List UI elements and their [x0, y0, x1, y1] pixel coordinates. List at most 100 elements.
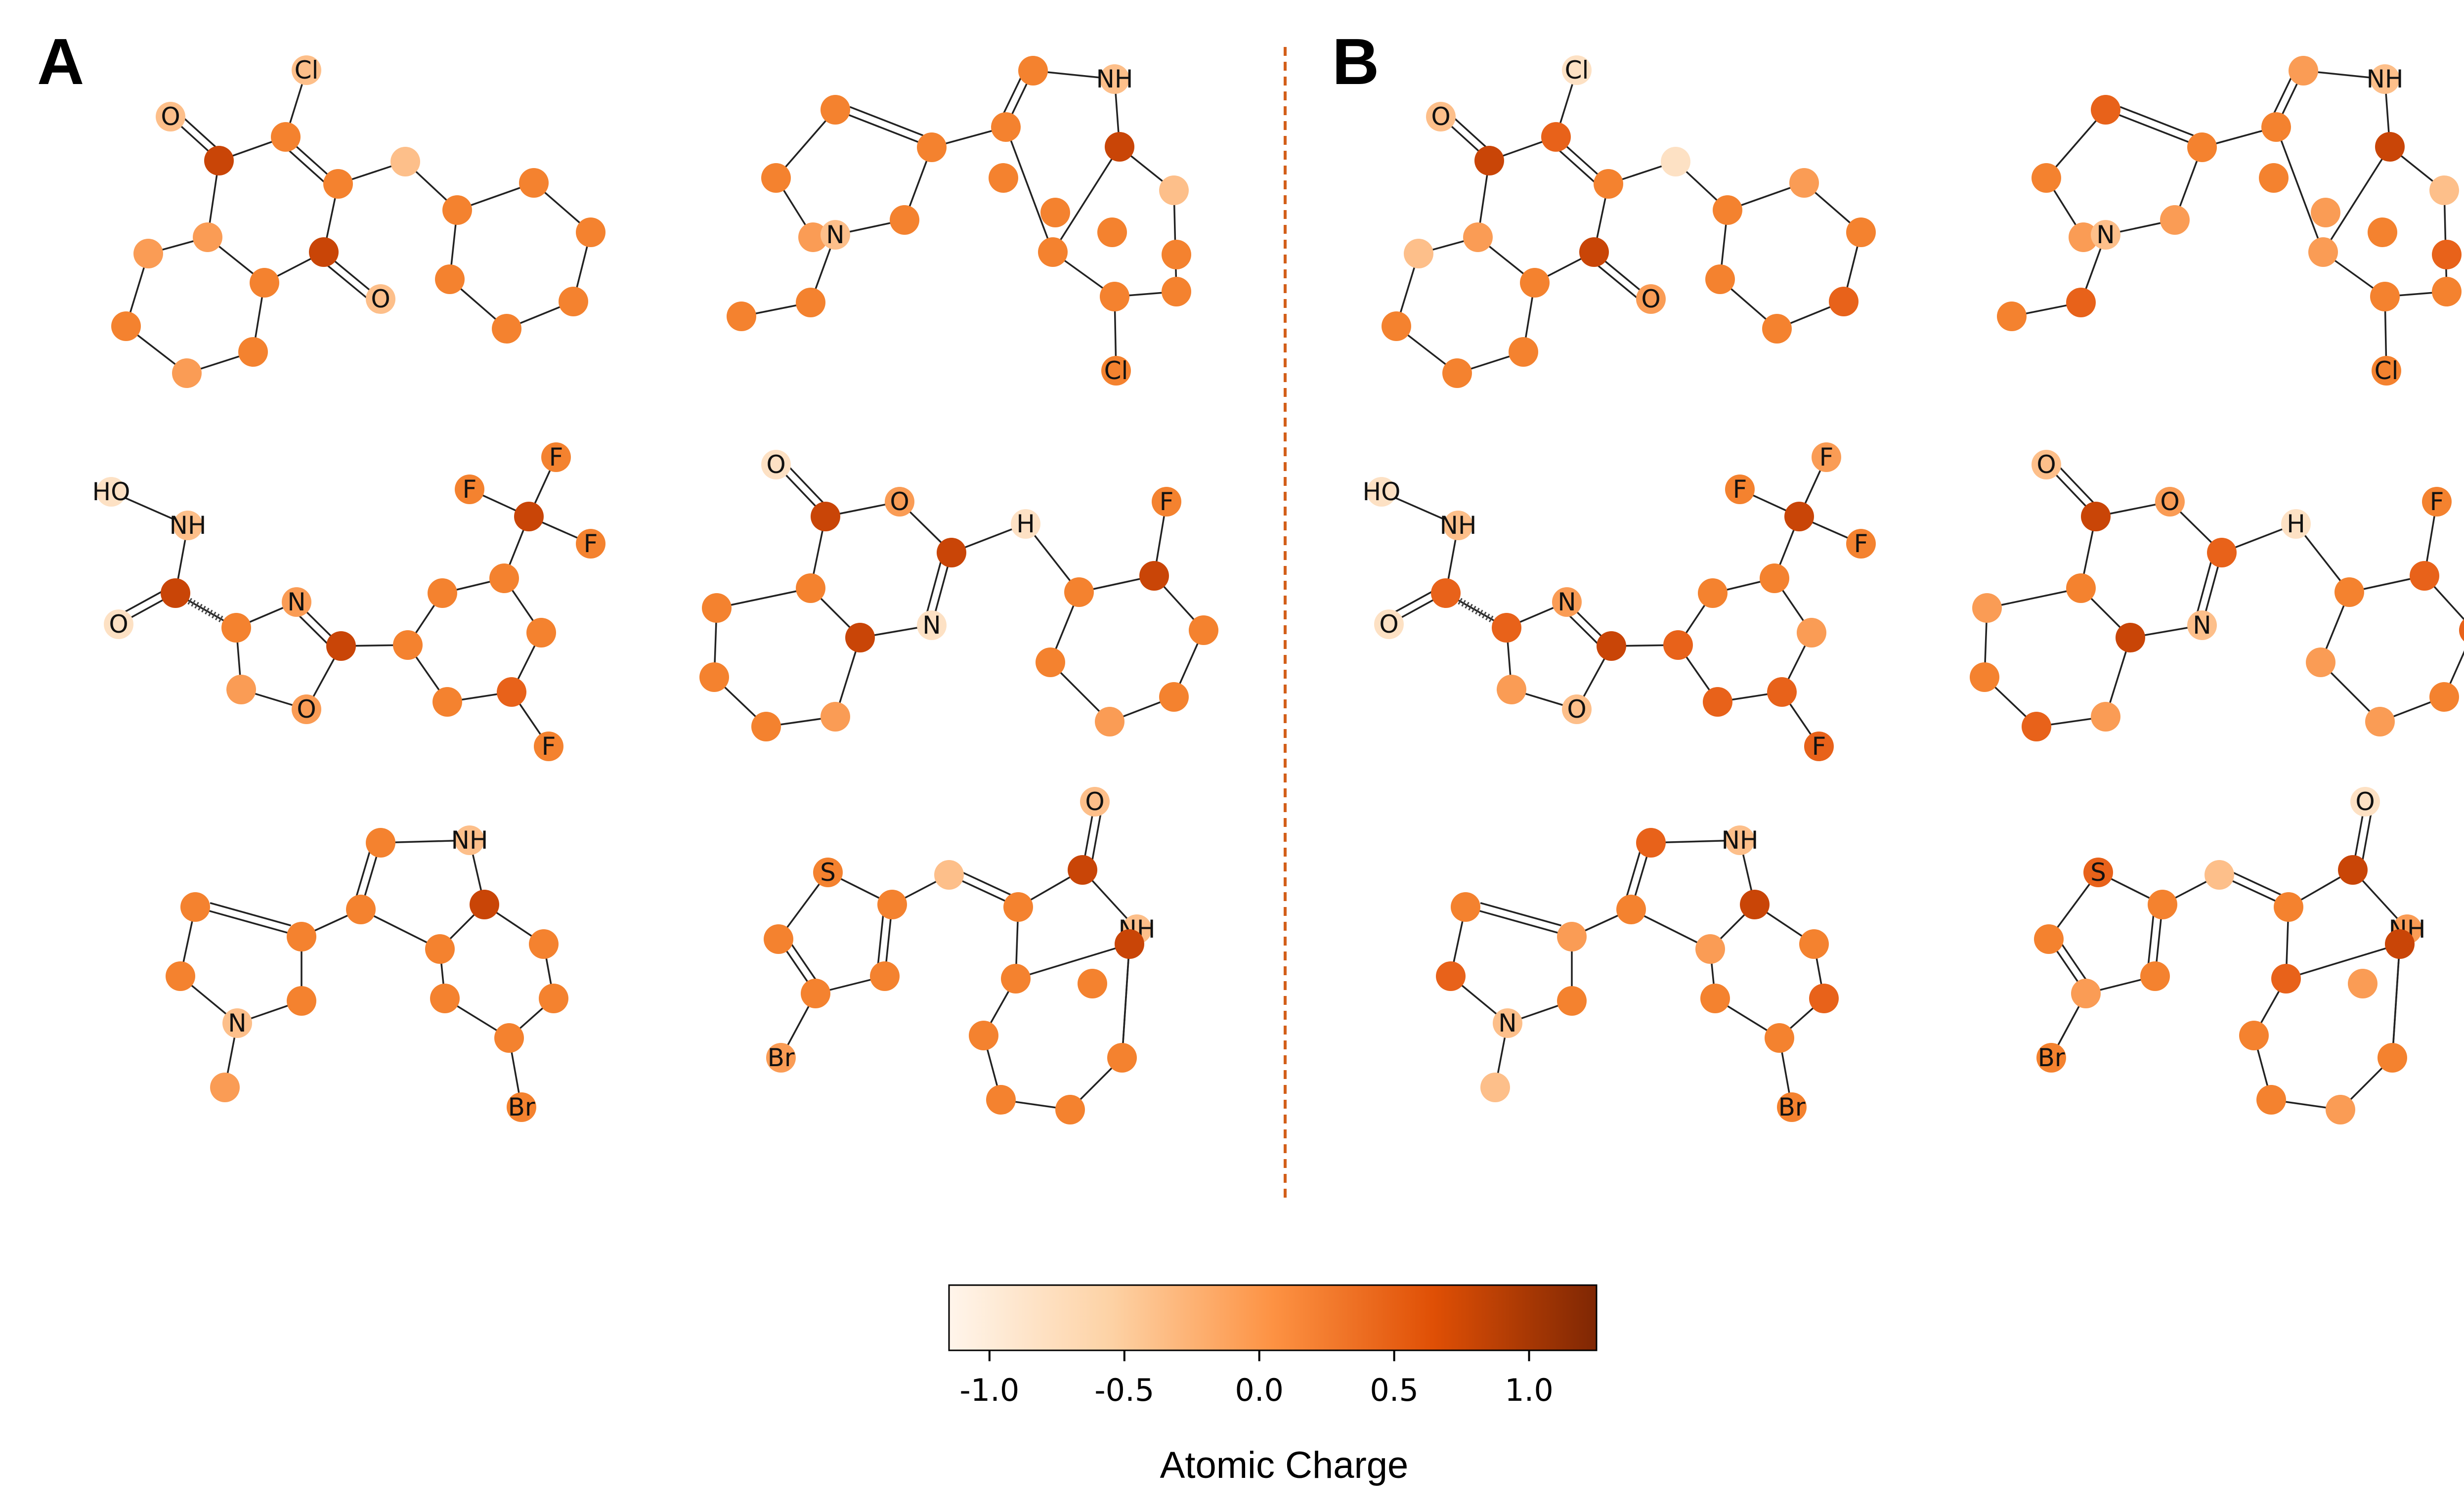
- atom-carbon: [1451, 892, 1480, 922]
- atom-heteroatom: [455, 825, 484, 855]
- atom-carbon: [2022, 712, 2051, 741]
- atom-carbon: [1001, 964, 1031, 993]
- atom-heteroatom: [2370, 64, 2400, 94]
- molecule-benzoxazinone-fluoroanilino: O O H N F: [699, 450, 1218, 741]
- atom-carbon: [811, 502, 840, 531]
- atom-carbon: [761, 163, 791, 193]
- atom-carbon: [1115, 929, 1144, 959]
- double-bond: [1091, 811, 1102, 863]
- atom-carbon: [287, 986, 316, 1016]
- atom-heteroatom: [2032, 450, 2061, 479]
- atom-carbon: [2259, 163, 2289, 193]
- atom-carbon: [1829, 287, 1859, 316]
- atom-label: F: [542, 732, 556, 761]
- atom-carbon: [2207, 538, 2237, 567]
- atom-heteroatom: [2155, 487, 2185, 517]
- atom-heteroatom: [1562, 694, 1592, 724]
- atom-carbon: [821, 95, 850, 125]
- bond: [1005, 127, 1054, 253]
- double-bond: [1480, 902, 1561, 927]
- atom-carbon: [430, 984, 460, 1013]
- colorbar-tick-label: -0.5: [1094, 1372, 1154, 1408]
- bond: [2105, 109, 2203, 148]
- atom-carbon: [2066, 573, 2096, 603]
- atom-carbon: [1078, 969, 1107, 998]
- atom-heteroatom: [821, 220, 850, 250]
- atom-label: F: [1854, 529, 1868, 558]
- atom-heteroatom: [455, 475, 484, 504]
- atom-carbon: [193, 222, 222, 252]
- atom-label: F: [1819, 443, 1834, 472]
- atom-label: NH: [2367, 65, 2404, 93]
- atom-label: N: [826, 220, 844, 249]
- double-bond: [877, 912, 885, 967]
- atom-carbon: [764, 924, 793, 954]
- atom-carbon: [133, 239, 163, 268]
- atom-carbon: [1404, 239, 1433, 268]
- molecule-chloro-naphthoquinone-benzyl: Cl O O: [111, 55, 605, 388]
- atom-heteroatom: [2187, 610, 2217, 640]
- double-bond: [788, 941, 819, 983]
- atom-carbon: [845, 623, 875, 652]
- atom-carbon: [1997, 302, 2027, 331]
- atom-carbon: [2338, 855, 2368, 885]
- atom-label: H: [2287, 510, 2305, 538]
- atom-carbon: [2091, 702, 2120, 732]
- atom-label: O: [371, 285, 390, 313]
- bond: [1052, 146, 1121, 253]
- atom-label: N: [922, 611, 941, 640]
- atom-carbon: [991, 112, 1021, 142]
- double-bond: [210, 902, 291, 927]
- double-bond: [286, 148, 327, 185]
- molecule-indole-tetrahydropyridine-methyl-bromo: NH N Br: [166, 825, 568, 1122]
- atom-carbon: [1636, 828, 1666, 858]
- atom-carbon: [796, 288, 825, 317]
- atom-heteroatom: [2036, 1043, 2066, 1073]
- colorbar-tick-label: 1.0: [1505, 1372, 1554, 1408]
- atom-carbon: [751, 712, 781, 741]
- atom-heteroatom: [507, 1092, 536, 1122]
- atom-carbon: [1972, 593, 2002, 623]
- atom-carbon: [238, 337, 268, 367]
- atom-carbon: [425, 934, 455, 964]
- atom-carbon: [1055, 1095, 1085, 1124]
- atom-carbon: [1970, 662, 1999, 692]
- atom-heteroatom: [2422, 487, 2452, 517]
- atom-carbon: [2410, 561, 2439, 591]
- atom-label: N: [1557, 588, 1576, 616]
- atom-carbon: [1097, 217, 1127, 247]
- double-bond: [2196, 559, 2213, 615]
- atom-heteroatom: [173, 511, 203, 540]
- atom-carbon: [798, 222, 828, 252]
- double-bond: [960, 870, 1014, 897]
- bond: [1987, 587, 2081, 609]
- atom-carbon: [2432, 240, 2462, 269]
- bond: [1650, 839, 1740, 844]
- molecule-oxadiazoline-hydroxamic-trifluoromethyl: HO NH O N O F F F F: [1363, 442, 1876, 761]
- atom-carbon: [1038, 237, 1068, 267]
- molecule-benzoxazinone-fluoroanilino: O O H N F: [1970, 450, 2464, 741]
- atom-carbon: [2066, 288, 2096, 317]
- atom-heteroatom: [1367, 477, 1396, 507]
- atom-heteroatom: [1846, 529, 1876, 559]
- atom-carbon: [1557, 922, 1587, 951]
- atom-carbon: [969, 1021, 998, 1050]
- atom-carbon: [796, 573, 825, 603]
- atom-label: Br: [508, 1093, 535, 1122]
- atom-carbon: [2370, 282, 2400, 311]
- double-bond: [296, 612, 331, 647]
- atom-heteroatom: [1812, 442, 1841, 472]
- atom-carbon: [2205, 860, 2234, 890]
- atom-heteroatom: [1552, 587, 1582, 617]
- atom-carbon: [346, 895, 376, 924]
- colorbar-title: Atomic Charge: [1160, 1444, 1409, 1486]
- atom-carbon: [393, 630, 423, 660]
- atom-heteroatom: [366, 284, 395, 314]
- atom-heteroatom: [282, 587, 311, 617]
- atom-label: Cl: [295, 56, 319, 85]
- atom-carbon: [2274, 892, 2303, 922]
- atom-label: NH: [170, 511, 207, 540]
- atom-carbon: [877, 890, 907, 919]
